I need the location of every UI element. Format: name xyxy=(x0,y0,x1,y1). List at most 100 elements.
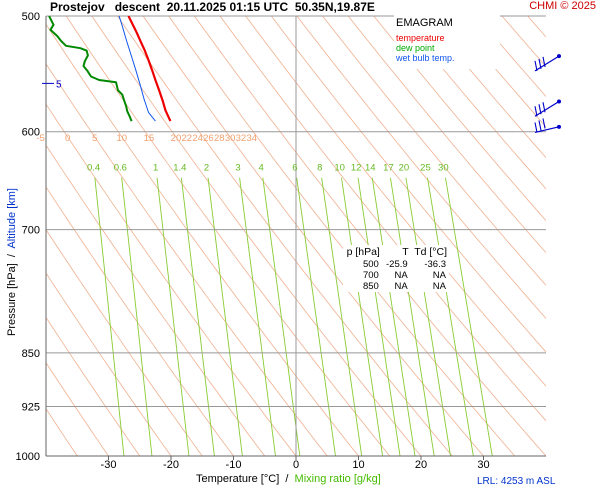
wind-barb-dot xyxy=(557,99,561,104)
table-row: 500 -25.9 -36.3 xyxy=(343,259,449,270)
col-td: Td [°C] xyxy=(414,246,447,258)
mixing-ratio-line xyxy=(445,177,493,456)
mixing-ratio-line xyxy=(296,177,336,456)
cell-t: -25.9 xyxy=(386,259,408,270)
mixing-ratio-line xyxy=(427,177,474,456)
mixing-ratio-line xyxy=(156,177,190,456)
legend-item-temperature: temperature xyxy=(396,33,445,43)
dry-adiabat-line xyxy=(46,316,141,456)
sounding-series xyxy=(48,16,172,122)
y-tick-label: 1000 xyxy=(16,451,40,463)
x-tick-label: 10 xyxy=(352,459,364,471)
dry-adiabat-line xyxy=(142,16,484,456)
dry-adiabat-line xyxy=(46,63,328,456)
mixing-ratio-line xyxy=(94,177,125,456)
mixing-ratio-label: 14 xyxy=(365,163,376,174)
mixing-ratio-label: 1 xyxy=(153,163,158,174)
chart-labels: -5 0 5 10 15 20 22 24 26 28 30 32 340.4 0.6 1 1.4 2 3 4 6 8 1… xyxy=(16,11,490,471)
dry-adiabat-line xyxy=(553,16,600,456)
mixing-ratio-label: 0.4 xyxy=(87,163,100,174)
mixing-ratio-label: 0.6 xyxy=(114,163,127,174)
dry-adiabat-line xyxy=(270,16,546,353)
wind-barb-staff xyxy=(534,100,560,117)
lrl-label: LRL: 4253 m ASL xyxy=(477,476,556,487)
wind-barb-feather xyxy=(538,104,542,115)
y-tick-label: 850 xyxy=(22,348,40,360)
temperature-line xyxy=(127,16,172,122)
x-tick-label: 0 xyxy=(293,459,299,471)
x-tick-label: -20 xyxy=(163,459,179,471)
x-tick-label: -30 xyxy=(101,459,117,471)
x-axis-title: Temperature [°C] / Mixing ratio [g/kg] xyxy=(196,473,381,485)
legend-item-wet-bulb: wet bulb temp. xyxy=(396,53,455,63)
mixing-ratio-line xyxy=(405,177,451,456)
dry-adiabat-label: 26 xyxy=(203,133,214,144)
mixing-ratio-line xyxy=(239,177,276,456)
dry-adiabat-line xyxy=(476,16,546,98)
dry-adiabat-line xyxy=(424,16,546,159)
mixing-ratio-line xyxy=(321,177,363,456)
wind-barb-feather xyxy=(542,102,546,113)
mixing-ratio-label: 10 xyxy=(334,163,345,174)
dry-adiabat-label: 28 xyxy=(214,133,225,144)
y-tick-label: 925 xyxy=(22,402,40,414)
wind-barb-feather xyxy=(534,106,538,117)
x-tick-label: -10 xyxy=(226,459,242,471)
y-tick-label: 700 xyxy=(22,225,40,237)
cell-td: -36.3 xyxy=(424,259,446,270)
dry-adiabat-line xyxy=(450,16,546,128)
altitude-tick-label: 5 xyxy=(56,79,62,90)
dry-adiabat-line xyxy=(373,16,546,222)
col-pressure: p [hPa] xyxy=(346,246,380,258)
dry-adiabat-line xyxy=(46,23,359,456)
copyright: CHMI © 2025 xyxy=(529,0,596,12)
mixing-ratio-label: 17 xyxy=(383,163,394,174)
dry-adiabat-label: 24 xyxy=(192,133,203,144)
legend-item-dew-point: dew point xyxy=(396,43,435,53)
cell-td: NA xyxy=(432,281,446,292)
mixing-ratio-label: 3 xyxy=(235,163,240,174)
mixing-ratio-line xyxy=(371,177,416,456)
dry-adiabat-line xyxy=(46,229,203,456)
cell-p: 700 xyxy=(362,270,379,281)
table-row: 700 NA NA xyxy=(343,270,449,281)
dry-adiabat-line xyxy=(501,16,546,68)
wind-barb-staff xyxy=(534,55,560,72)
dry-adiabat-line xyxy=(579,16,600,456)
cell-p: 500 xyxy=(362,259,379,270)
dry-adiabat-label: 10 xyxy=(117,133,128,144)
y-tick-label: 600 xyxy=(22,127,40,139)
dry-adiabat-line xyxy=(527,16,546,38)
table-row: 850 NA NA xyxy=(343,281,449,292)
dry-adiabat-line xyxy=(296,16,546,320)
dry-adiabat-line xyxy=(219,16,546,422)
mixing-ratio-label: 25 xyxy=(420,163,431,174)
wetbulb-line xyxy=(118,16,156,122)
wind-barb-dot xyxy=(557,124,561,129)
legend: EMAGRAM temperature dew point wet bulb t… xyxy=(394,15,500,69)
wind-barb-feather xyxy=(542,118,546,129)
mixing-ratio-line xyxy=(180,177,215,456)
x-tick-label: 30 xyxy=(477,459,489,471)
cell-td: NA xyxy=(432,270,446,281)
wind-barbs xyxy=(534,54,561,134)
chart-title: Prostejov descent 20.11.2025 01:15 UTC 5… xyxy=(50,0,375,14)
dry-adiabat-label: 20 xyxy=(171,133,182,144)
point-table: p [hPa] T Td [°C] 500 -25.9 -36.3 700 NA… xyxy=(343,245,449,292)
mixing-ratio-line xyxy=(262,177,301,456)
dry-adiabat-label: 34 xyxy=(246,133,257,144)
mixing-ratio-label: 12 xyxy=(351,163,362,174)
y-tick-label: 500 xyxy=(22,11,40,23)
mixing-ratio-line xyxy=(341,177,384,456)
dry-adiabat-label: 30 xyxy=(225,133,236,144)
col-t: T xyxy=(402,246,409,258)
dry-adiabat-line xyxy=(245,16,546,387)
dry-adiabat-line xyxy=(117,16,453,456)
dry-adiabat-label: 15 xyxy=(144,133,155,144)
mixing-ratio-label: 20 xyxy=(399,163,410,174)
dry-adiabat-line xyxy=(347,16,546,254)
dry-adiabat-line xyxy=(65,16,391,456)
dewpoint-line xyxy=(48,16,133,122)
wind-barb-feather xyxy=(534,60,538,71)
